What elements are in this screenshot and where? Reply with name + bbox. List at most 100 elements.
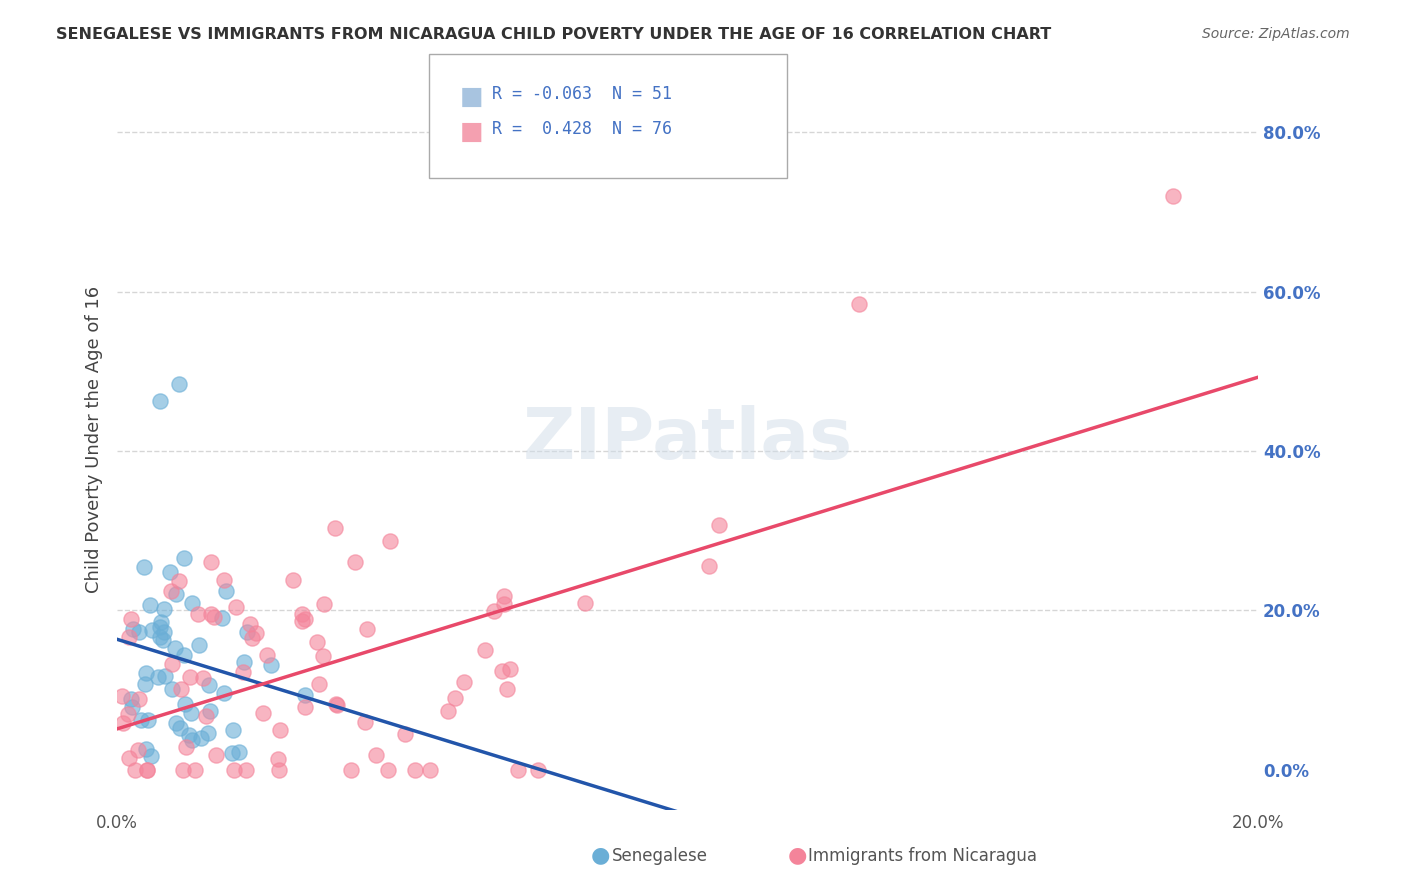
Text: ●: ● bbox=[787, 846, 807, 865]
Point bbox=[404, 763, 426, 777]
Point bbox=[453, 674, 475, 689]
Point bbox=[344, 555, 367, 569]
Point bbox=[269, 723, 291, 737]
Y-axis label: Child Poverty Under the Age of 16: Child Poverty Under the Age of 16 bbox=[86, 285, 103, 592]
Point bbox=[195, 709, 218, 723]
Point bbox=[232, 655, 254, 669]
Point bbox=[366, 747, 388, 762]
Point bbox=[222, 723, 245, 738]
Point bbox=[308, 677, 330, 691]
Point bbox=[212, 573, 235, 587]
Point bbox=[141, 623, 163, 637]
Point bbox=[482, 604, 505, 618]
Point bbox=[136, 763, 159, 777]
Point bbox=[325, 698, 347, 713]
Point bbox=[136, 713, 159, 727]
Point bbox=[394, 727, 416, 741]
Point bbox=[165, 587, 187, 601]
Point bbox=[214, 686, 236, 700]
Point bbox=[184, 763, 207, 777]
Point bbox=[135, 742, 157, 756]
Point bbox=[190, 731, 212, 745]
Point bbox=[128, 624, 150, 639]
Point bbox=[153, 602, 176, 616]
Point bbox=[294, 700, 316, 714]
Point bbox=[508, 763, 530, 777]
Point bbox=[169, 721, 191, 735]
Point bbox=[167, 574, 190, 588]
Point bbox=[174, 739, 197, 754]
Point bbox=[228, 745, 250, 759]
Point bbox=[197, 725, 219, 739]
Point bbox=[198, 677, 221, 691]
Point bbox=[325, 697, 347, 711]
Point bbox=[239, 617, 262, 632]
Point bbox=[129, 713, 152, 727]
Point bbox=[187, 607, 209, 621]
Point bbox=[118, 630, 141, 644]
Point bbox=[225, 600, 247, 615]
Point bbox=[159, 565, 181, 579]
Point bbox=[291, 614, 314, 628]
Point bbox=[443, 690, 465, 705]
Point bbox=[269, 763, 291, 777]
Point bbox=[291, 607, 314, 621]
Point bbox=[848, 296, 870, 310]
Point bbox=[492, 589, 515, 603]
Point bbox=[146, 670, 169, 684]
Point bbox=[127, 743, 149, 757]
Point bbox=[160, 583, 183, 598]
Point bbox=[187, 638, 209, 652]
Point bbox=[153, 624, 176, 639]
Point bbox=[165, 716, 187, 731]
Point bbox=[240, 632, 263, 646]
Point bbox=[245, 626, 267, 640]
Point bbox=[173, 550, 195, 565]
Point bbox=[312, 598, 335, 612]
Point bbox=[256, 648, 278, 663]
Text: R = -0.063  N = 51: R = -0.063 N = 51 bbox=[492, 85, 672, 103]
Point bbox=[574, 596, 596, 610]
Point bbox=[139, 748, 162, 763]
Point bbox=[232, 665, 254, 680]
Point bbox=[179, 670, 201, 684]
Point bbox=[526, 763, 548, 777]
Point bbox=[281, 574, 304, 588]
Point bbox=[211, 611, 233, 625]
Point bbox=[181, 596, 204, 610]
Point bbox=[294, 612, 316, 626]
Point bbox=[312, 649, 335, 664]
Point bbox=[1161, 189, 1184, 203]
Point bbox=[492, 597, 515, 611]
Point bbox=[260, 657, 283, 672]
Point bbox=[294, 688, 316, 702]
Point bbox=[160, 681, 183, 696]
Point bbox=[128, 691, 150, 706]
Point bbox=[160, 657, 183, 672]
Text: ●: ● bbox=[591, 846, 610, 865]
Point bbox=[179, 728, 201, 742]
Point bbox=[149, 630, 172, 644]
Point bbox=[202, 610, 225, 624]
Point bbox=[498, 662, 520, 676]
Point bbox=[204, 747, 226, 762]
Point bbox=[340, 763, 363, 777]
Point bbox=[437, 704, 460, 718]
Text: ■: ■ bbox=[460, 120, 484, 145]
Point bbox=[167, 376, 190, 391]
Point bbox=[307, 635, 329, 649]
Point bbox=[200, 555, 222, 569]
Point bbox=[149, 620, 172, 634]
Point bbox=[235, 763, 257, 777]
Point bbox=[356, 623, 378, 637]
Point bbox=[697, 558, 720, 573]
Point bbox=[419, 763, 441, 777]
Point bbox=[170, 681, 193, 696]
Point bbox=[135, 763, 157, 777]
Point bbox=[111, 689, 134, 703]
Point bbox=[117, 706, 139, 721]
Point bbox=[215, 583, 238, 598]
Point bbox=[120, 611, 142, 625]
Point bbox=[165, 640, 187, 655]
Point bbox=[118, 751, 141, 765]
